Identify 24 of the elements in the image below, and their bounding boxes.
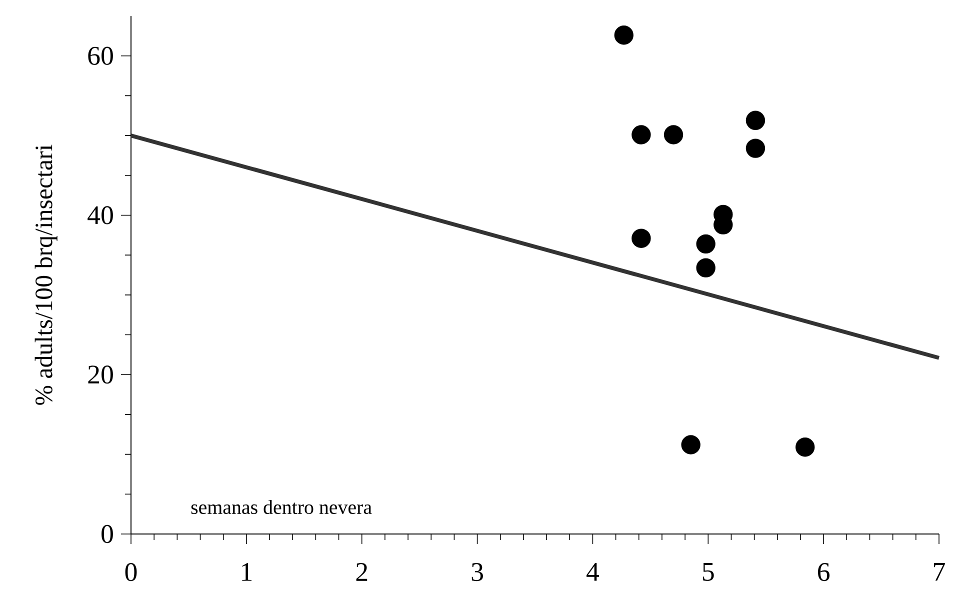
x-tick-label: 3 bbox=[472, 563, 483, 582]
point bbox=[632, 228, 651, 248]
point bbox=[632, 125, 651, 144]
point bbox=[696, 234, 716, 254]
y-tick-label: 0 bbox=[102, 524, 113, 544]
y-tick-label: 20 bbox=[88, 366, 113, 384]
x-tick-label: 1 bbox=[242, 563, 252, 581]
x-tick-label: 4 bbox=[586, 563, 600, 581]
y-tick-label: 60 bbox=[88, 46, 113, 65]
x-tick-label: 0 bbox=[125, 563, 137, 582]
y-axis-title: % adults/100 brq/insectari bbox=[34, 144, 58, 405]
point bbox=[746, 110, 766, 130]
point bbox=[614, 26, 634, 45]
x-tick-label: 7 bbox=[934, 563, 945, 581]
point bbox=[664, 125, 684, 144]
y-tick-label: 40 bbox=[88, 206, 113, 224]
point bbox=[681, 435, 700, 454]
x-tick-label: 6 bbox=[818, 563, 830, 582]
point bbox=[696, 258, 716, 278]
x-tick-label: 5 bbox=[702, 563, 714, 581]
x-tick-label: 2 bbox=[356, 563, 368, 581]
point bbox=[796, 438, 815, 457]
x-axis-title: semanas dentro nevera bbox=[191, 500, 372, 514]
point bbox=[746, 138, 766, 158]
